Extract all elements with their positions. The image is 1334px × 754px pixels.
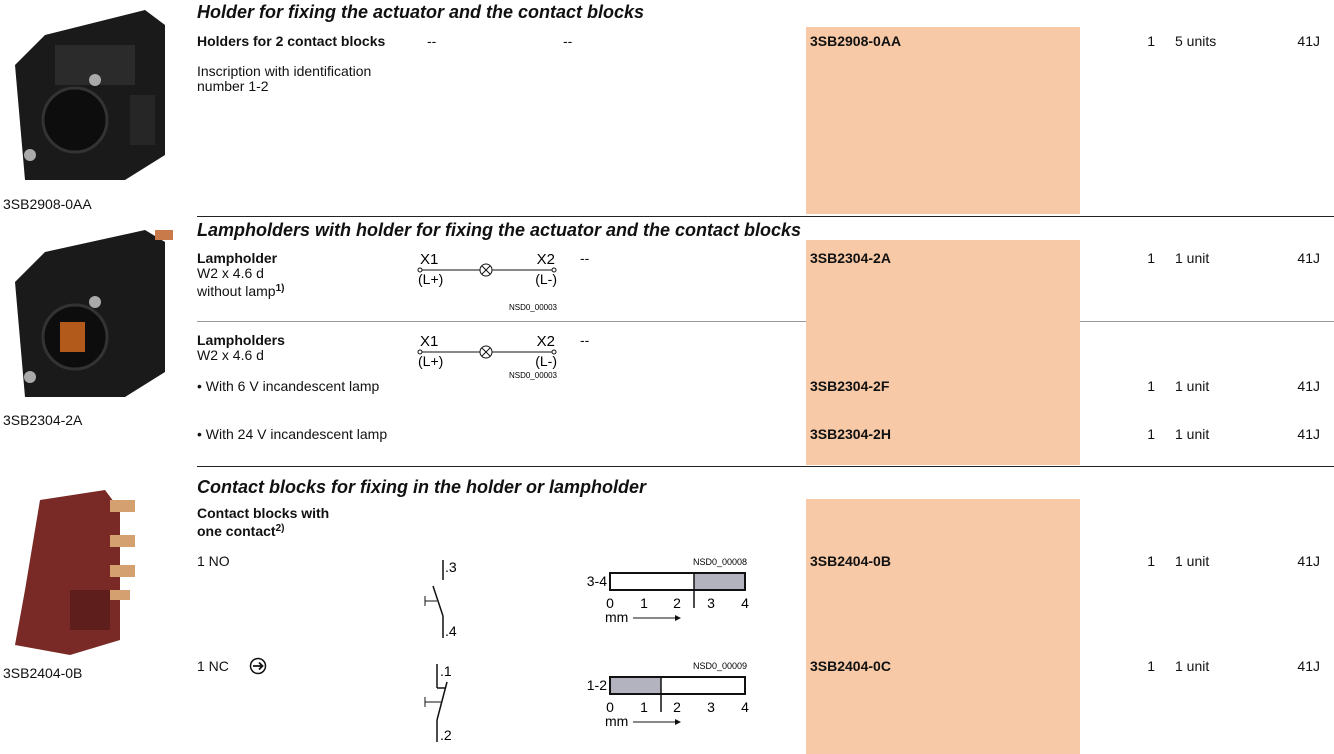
product-image: [15, 490, 135, 655]
diagram-cell: --: [580, 332, 590, 348]
contact-pair: 1-2: [587, 677, 607, 693]
contact-label: 1 NC: [197, 658, 229, 674]
scale-label: 2: [673, 699, 681, 715]
section-heading: Holder for fixing the actuator and the c…: [197, 2, 645, 22]
item-title: Holders for 2 contact blocks: [197, 33, 386, 49]
image-caption: 3SB2304-2A: [3, 412, 83, 428]
item-description: W2 x 4.6 d: [197, 347, 264, 363]
travel-diagram: NSD0_00008 3-4 0 1 2 3 4 mm: [587, 557, 749, 625]
price-group: 41J: [1297, 250, 1320, 266]
text: Contact blocks with one contact: [197, 505, 330, 539]
order-number: 3SB2304-2A: [810, 250, 891, 266]
price-unit: 1: [1147, 250, 1155, 266]
row-rule: [197, 321, 806, 322]
diagram-cell: --: [563, 33, 573, 49]
order-column: [806, 499, 1080, 754]
price-unit: 1: [1147, 658, 1155, 674]
lamp-symbol: X1 X2 (L+) (L-) NSD0_00003: [417, 333, 558, 380]
section-heading: Lampholders with holder for fixing the a…: [197, 220, 802, 240]
scale-label: 2: [673, 595, 681, 611]
drawing-code: NSD0_00008: [693, 557, 747, 567]
terminal-label: .4: [445, 623, 457, 639]
contact-label: 1 NO: [197, 553, 230, 569]
scale-label: 1: [640, 595, 648, 611]
price-unit: 1: [1147, 553, 1155, 569]
drawing-code: NSD0_00003: [509, 303, 558, 312]
item-description: without lamp1): [197, 281, 285, 299]
pack-size: 5 units: [1175, 33, 1217, 49]
price-unit: 1: [1147, 426, 1155, 442]
scale-label: 3: [707, 595, 715, 611]
price-group: 41J: [1297, 426, 1320, 442]
section-rule: [197, 466, 1334, 467]
variant-text: • With 24 V incandescent lamp: [197, 426, 388, 442]
unit-label: mm: [605, 609, 628, 625]
drawing-code: NSD0_00003: [509, 371, 558, 380]
arrow-icon: [249, 657, 267, 675]
diagram-cell: --: [580, 250, 590, 266]
travel-diagram: NSD0_00009 1-2 0 1 2 3 4 mm: [587, 661, 749, 729]
row-rule: [1080, 321, 1334, 322]
polarity-label: (L+): [418, 353, 443, 369]
scale-label: 0: [606, 595, 614, 611]
price-group: 41J: [1297, 553, 1320, 569]
product-image: [15, 230, 173, 397]
terminal-label: .2: [440, 727, 452, 743]
drawing-code: NSD0_00009: [693, 661, 747, 671]
scale-label: 4: [741, 595, 749, 611]
item-description: Inscription with identification number 1…: [197, 63, 372, 94]
price-unit: 1: [1147, 33, 1155, 49]
terminal-label: .1: [440, 663, 452, 679]
text: without lamp: [197, 283, 276, 299]
item-title: Contact blocks with one contact2): [197, 506, 347, 539]
pack-size: 1 unit: [1175, 426, 1210, 442]
price-group: 41J: [1297, 658, 1320, 674]
image-caption: 3SB2404-0B: [3, 665, 83, 681]
unit-label: mm: [605, 713, 628, 729]
scale-label: 1: [640, 699, 648, 715]
contact-symbol: .3 .4: [424, 559, 457, 639]
order-number: 3SB2908-0AA: [810, 33, 902, 49]
order-column: [806, 240, 1080, 465]
order-number: 3SB2304-2F: [810, 378, 890, 394]
symbol-cell: --: [427, 33, 437, 49]
terminal-label: X2: [537, 251, 555, 268]
scale-label: 4: [741, 699, 749, 715]
variant-text: • With 6 V incandescent lamp: [197, 378, 380, 394]
order-number: 3SB2404-0C: [810, 658, 891, 674]
lamp-symbol: X1 X2 (L+) (L-) NSD0_00003: [417, 251, 558, 312]
item-title: Lampholders: [197, 332, 285, 348]
terminal-label: X1: [420, 251, 438, 268]
terminal-label: X1: [420, 333, 438, 350]
order-column: [806, 27, 1080, 214]
pack-size: 1 unit: [1175, 378, 1210, 394]
scale-label: 0: [606, 699, 614, 715]
pack-size: 1 unit: [1175, 553, 1210, 569]
item-title: Lampholder: [197, 250, 278, 266]
polarity-label: (L-): [535, 271, 557, 287]
pack-size: 1 unit: [1175, 250, 1210, 266]
contact-symbol: .1 .2: [424, 663, 452, 743]
image-caption: 3SB2908-0AA: [3, 196, 92, 212]
price-group: 41J: [1297, 33, 1320, 49]
order-number: 3SB2404-0B: [810, 553, 891, 569]
price-group: 41J: [1297, 378, 1320, 394]
item-description: W2 x 4.6 d: [197, 265, 264, 281]
polarity-label: (L+): [418, 271, 443, 287]
footnote: 2): [275, 523, 285, 534]
terminal-label: X2: [537, 333, 555, 350]
scale-label: 3: [707, 699, 715, 715]
product-image: [15, 10, 165, 180]
terminal-label: .3: [445, 559, 457, 575]
order-number: 3SB2304-2H: [810, 426, 891, 442]
contact-pair: 3-4: [587, 573, 607, 589]
section-rule: [197, 216, 1334, 217]
price-unit: 1: [1147, 378, 1155, 394]
polarity-label: (L-): [535, 353, 557, 369]
footnote: 1): [275, 283, 285, 294]
section-heading: Contact blocks for fixing in the holder …: [197, 477, 647, 497]
pack-size: 1 unit: [1175, 658, 1210, 674]
